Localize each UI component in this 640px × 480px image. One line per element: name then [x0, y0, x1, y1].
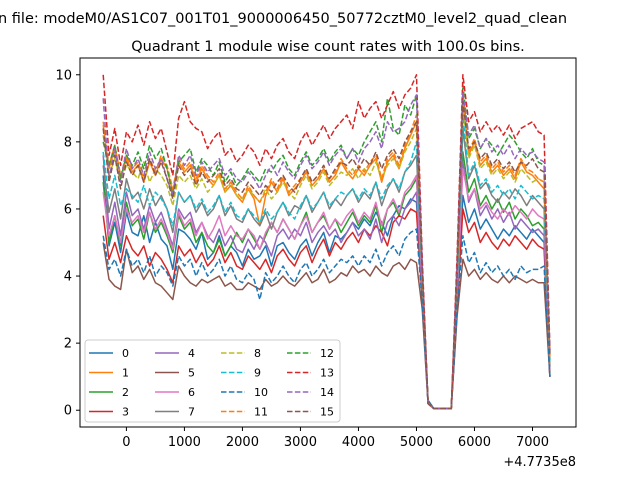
series-line-5: [102, 242, 551, 410]
legend-label-3: 3: [122, 406, 129, 419]
x-tick-label: 2000: [226, 435, 259, 450]
series-line-8: [102, 107, 551, 410]
legend-label-11: 11: [254, 406, 268, 419]
series-line-10: [102, 228, 551, 410]
x-tick-label: 3000: [284, 435, 317, 450]
chart-title: Quadrant 1 module wise count rates with …: [131, 39, 525, 55]
y-tick-label: 4: [64, 270, 72, 285]
y-tick-label: 6: [64, 202, 72, 217]
legend-label-8: 8: [254, 347, 261, 360]
series-line-9: [102, 114, 551, 410]
y-tick-label: 8: [64, 135, 72, 150]
x-tick-label: 4000: [342, 435, 375, 450]
series-line-6: [102, 167, 551, 410]
legend-label-10: 10: [254, 386, 268, 399]
figure-suptitle: n file: modeM0/AS1C07_001T01_9000006450_…: [0, 11, 567, 27]
y-tick-label: 10: [55, 68, 72, 83]
x-axis: 0 1000 2000 3000 4000 5000 6000 7000: [122, 427, 549, 450]
legend-label-0: 0: [122, 347, 129, 360]
y-tick-label: 0: [64, 404, 72, 419]
series-line-13: [102, 74, 551, 410]
legend-label-4: 4: [188, 347, 195, 360]
series-layer: [102, 74, 551, 410]
x-axis-offset-label: +4.7735e8: [503, 455, 576, 470]
series-line-3: [102, 208, 551, 410]
y-tick-label: 2: [64, 337, 72, 352]
x-tick-label: 7000: [516, 435, 549, 450]
legend-label-13: 13: [320, 367, 334, 380]
x-tick-label: 5000: [400, 435, 433, 450]
y-axis: 0 2 4 6 8 10: [55, 68, 80, 419]
legend-label-15: 15: [320, 406, 334, 419]
legend-label-12: 12: [320, 347, 334, 360]
legend-frame: [84, 339, 341, 423]
legend-label-2: 2: [122, 386, 129, 399]
series-line-0: [102, 175, 551, 410]
legend-label-6: 6: [188, 386, 195, 399]
series-line-15: [102, 100, 551, 410]
legend-label-7: 7: [188, 406, 195, 419]
series-line-14: [102, 90, 551, 410]
legend-label-14: 14: [320, 386, 334, 399]
x-tick-label: 0: [122, 435, 130, 450]
plot-frame: [79, 57, 577, 428]
x-tick-label: 1000: [168, 435, 201, 450]
legend-label-5: 5: [188, 367, 195, 380]
legend-label-1: 1: [122, 367, 129, 380]
legend-label-9: 9: [254, 367, 261, 380]
x-tick-label: 6000: [458, 435, 491, 450]
